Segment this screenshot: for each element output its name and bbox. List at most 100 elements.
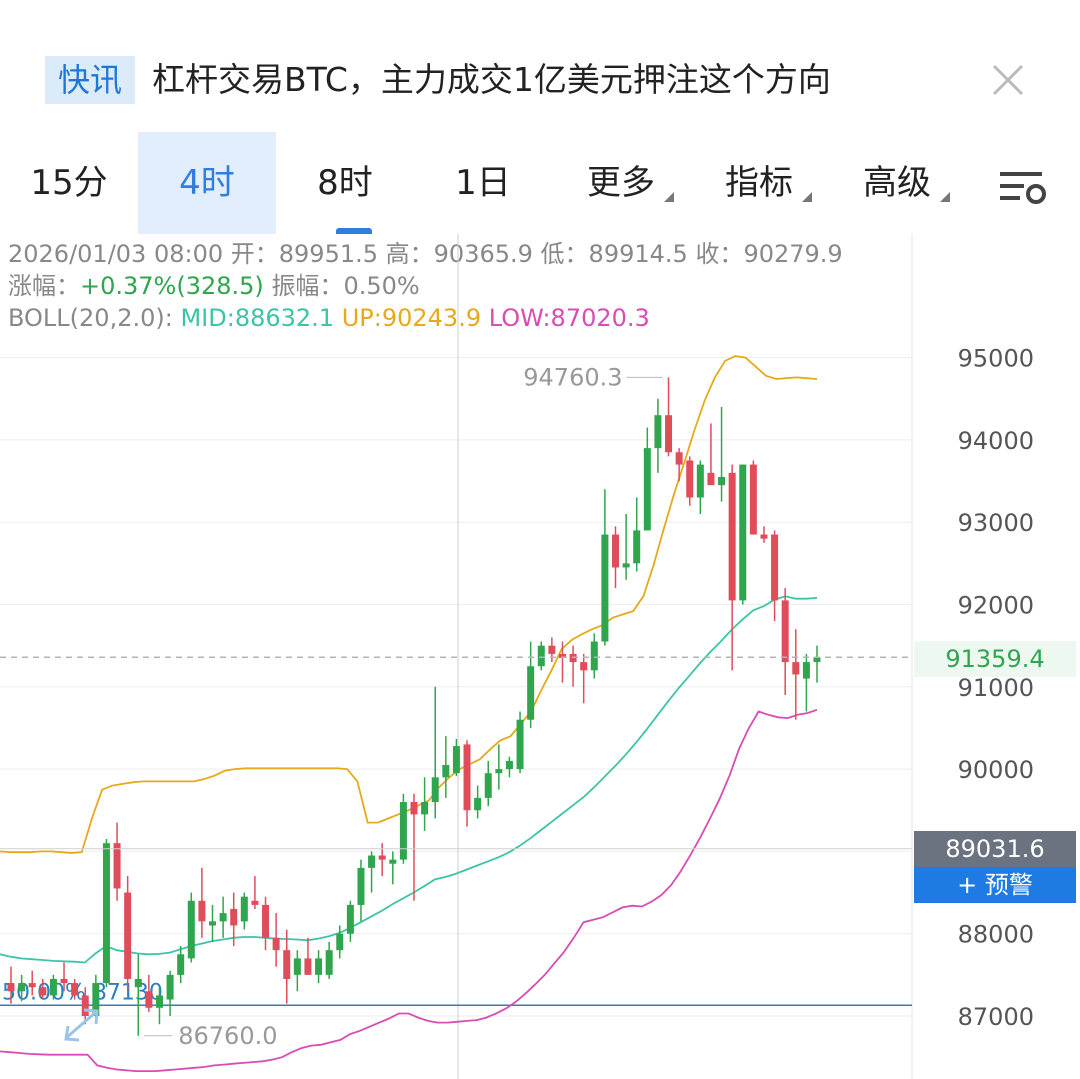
max-price-label: 94760.3 [523,363,622,391]
tab-label: 1日 [455,163,511,203]
candle-body [580,662,588,671]
active-tab-indicator [336,228,372,234]
min-price-label: 86760.0 [178,1022,277,1050]
candle-body [389,859,397,864]
candle-body [431,777,439,803]
change-value: +0.37%(328.5) [80,272,264,300]
tab-15min[interactable]: 15分 [0,132,138,234]
candle-body [102,843,110,984]
candle-body [612,534,619,568]
candle-body [113,843,121,889]
boll-low-value: LOW:87020.3 [488,304,650,332]
candle-body [643,448,651,531]
y-tick-label: 91000 [958,674,1034,702]
tab-indicators[interactable]: 指标 [690,132,828,234]
y-tick-label: 93000 [958,509,1034,537]
candle-body [368,855,376,868]
news-banner[interactable]: 快讯 杠杆交易BTC，主力成交1亿美元押注这个方向 [0,40,1080,120]
candle-body [145,991,153,1008]
boll-label: BOLL(20,2.0): [8,304,173,332]
candle-body [537,645,545,667]
tab-advanced[interactable]: 高级 [828,132,966,234]
tab-label: 更多 [587,163,655,203]
candle-body [60,978,68,984]
amplitude-value: 0.50% [343,272,420,300]
candle-body [558,653,566,658]
candle-body [718,476,726,486]
candle-body [39,987,47,996]
candle-body [378,855,386,860]
candle-body [346,904,354,934]
price-alert-button[interactable]: + 预警 [914,867,1076,903]
candle-body [665,415,673,453]
candle-body [283,950,291,979]
current-price-tag: 91359.4 [914,641,1076,677]
candle-body [590,641,598,671]
ohlc-open: 89951.5 [278,240,379,268]
dropdown-triangle-icon [940,192,950,202]
candle-body [166,974,174,1000]
candle-body [707,472,715,486]
tab-more[interactable]: 更多 [552,132,690,234]
candle-body [124,892,132,979]
candle-body [49,978,57,996]
candle-body [336,933,344,951]
candle-body [177,954,185,975]
candle-body [749,464,757,535]
candle-body [495,769,503,774]
ohlc-low-label: 低： [540,240,589,268]
ohlc-high-label: 高： [385,240,434,268]
candle-body [28,983,36,988]
candle-body [7,983,15,992]
tab-label: 15分 [30,163,108,203]
candle-body [505,760,513,770]
candle-body [675,452,683,465]
candle-body [209,921,216,926]
candle-body [410,802,418,815]
candle-body [771,534,779,601]
candle-body [527,666,535,720]
dropdown-triangle-icon [664,192,674,202]
candle-body [601,534,609,642]
crosshair-price-tag: 89031.6 [914,831,1076,867]
candle-body [134,978,142,988]
close-icon[interactable] [988,60,1028,100]
candlestick-chart[interactable]: 87000 88000 90000 91000 92000 93000 94000 95000… [0,234,1080,1079]
candle-body [696,464,704,498]
candle-body [548,645,556,654]
news-title[interactable]: 杠杆交易BTC，主力成交1亿美元押注这个方向 [152,60,831,99]
candle-body [633,530,641,564]
candle-body [71,983,79,996]
candle-body [516,719,524,770]
boll-mid-value: MID:88632.1 [180,304,335,332]
candle-body [399,802,407,860]
timeframe-tabs: 15分 4时 8时 1日 更多 指标 高级 [0,132,1080,234]
candle-body [187,900,195,959]
boll-mid-line [0,595,818,964]
candle-body [728,472,736,601]
ohlc-low: 89914.5 [588,240,688,268]
expand-arrows-icon[interactable] [64,1008,99,1042]
tab-8h[interactable]: 8时 [276,132,414,234]
chart-settings-icon[interactable] [996,168,1048,206]
boll-lower-line [0,708,818,1072]
candle-body [484,773,492,798]
tab-4h[interactable]: 4时 [138,132,372,234]
tab-label: 4时 [179,163,235,203]
tab-label: 指标 [725,163,793,203]
candle-body [474,797,482,811]
candle-body [315,958,323,975]
tab-1d[interactable]: 1日 [414,132,552,234]
candle-body [293,958,301,975]
change-label: 涨幅： [8,272,80,300]
candle-body [802,662,810,679]
candle-body [240,896,248,922]
news-tag: 快讯 [45,56,135,104]
ohlc-row: 2026/01/03 08:00 开：89951.5 高：90365.9 低：8… [8,238,843,270]
amplitude-label: 振幅： [271,272,344,300]
candle-body [92,983,100,1016]
tab-label: 8时 [317,163,373,203]
y-tick-label: 92000 [958,592,1034,620]
candle-body [81,995,89,1016]
y-tick-label: 94000 [958,427,1034,455]
